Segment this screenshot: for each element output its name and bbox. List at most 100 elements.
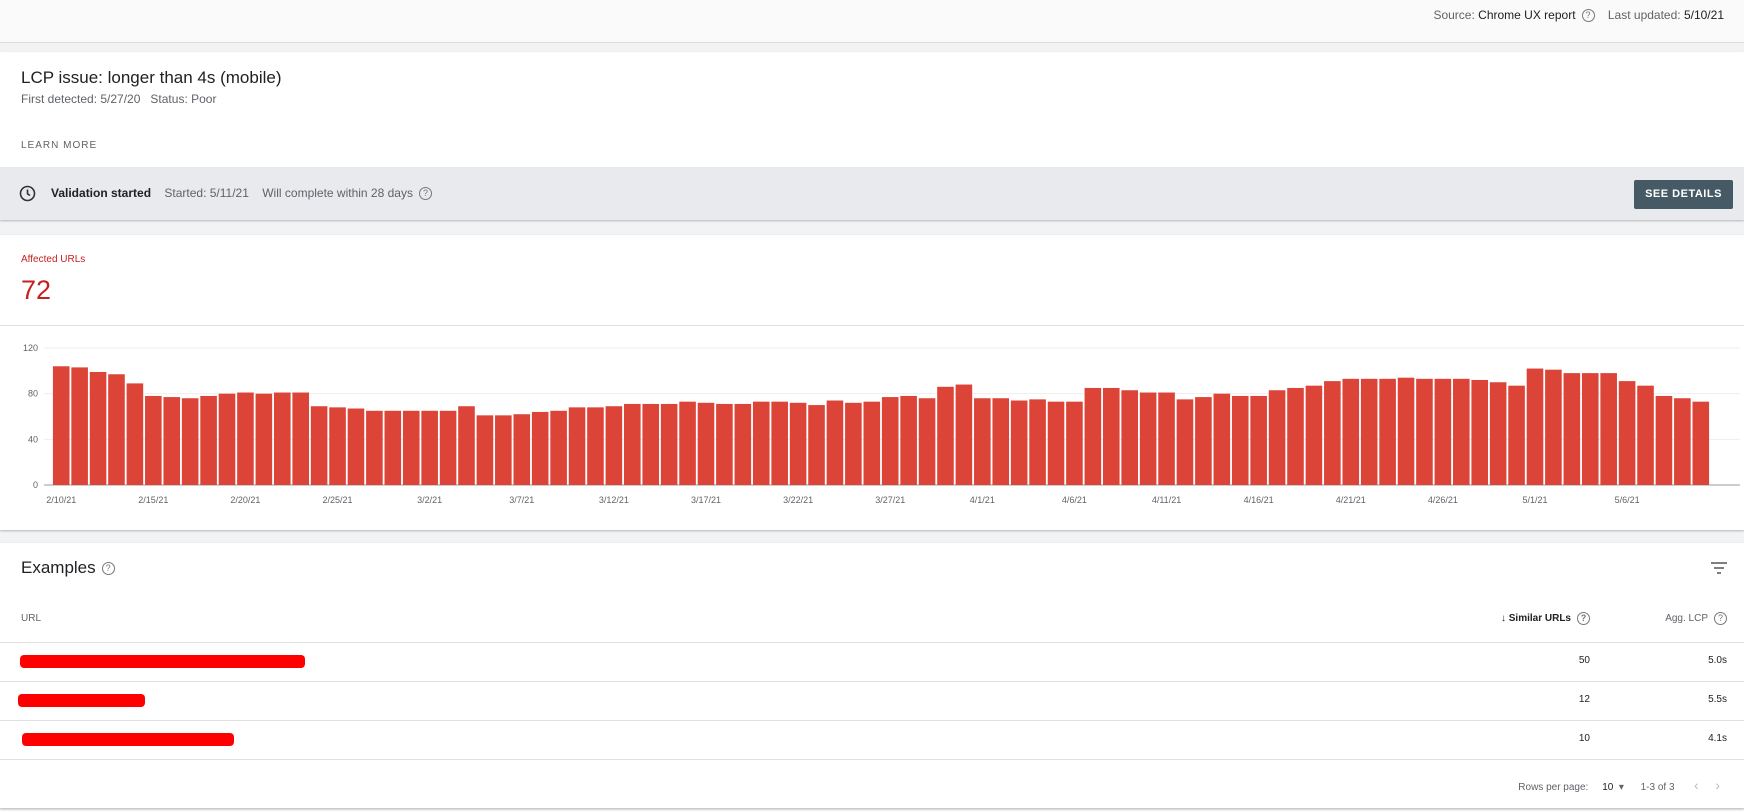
redacted-url[interactable] <box>20 655 305 668</box>
next-page[interactable]: › <box>1715 777 1720 793</box>
y-tick-label: 40 <box>28 434 38 444</box>
issue-card: LCP issue: longer than 4s (mobile) First… <box>0 52 1744 220</box>
bar <box>808 405 825 485</box>
help-icon[interactable]: ? <box>101 562 115 576</box>
bar <box>273 392 291 485</box>
bar <box>605 406 623 485</box>
pagination: Rows per page: 10 ▾ 1-3 of 3 ‹ › <box>1518 777 1720 793</box>
row-divider <box>0 642 1744 643</box>
bar <box>624 403 641 485</box>
bar <box>881 397 899 485</box>
bar-chart: 0 40 80 120 2/10/21 2/15/21 2/20/21 2/25/21 3/2/… <box>23 343 1740 505</box>
column-header-text: Similar URLs <box>1508 613 1571 625</box>
updated-label: Last updated: <box>1607 8 1681 22</box>
help-icon[interactable]: ? <box>1577 612 1590 625</box>
bar <box>366 410 383 485</box>
bar <box>1084 387 1102 485</box>
bar <box>660 403 678 485</box>
clock-icon <box>19 185 36 202</box>
bar <box>587 407 604 485</box>
bar <box>89 371 107 485</box>
similar-urls: 50 <box>1578 655 1590 666</box>
bar <box>1692 401 1710 485</box>
see-details-button[interactable]: SEE DETAILS <box>1634 180 1733 209</box>
bar <box>71 367 88 485</box>
agg-lcp: 5.5s <box>1708 694 1727 705</box>
bar <box>1342 378 1360 485</box>
bar <box>900 395 917 485</box>
bar <box>642 403 660 485</box>
column-header[interactable]: ↓ Similar URLs? <box>1501 612 1590 625</box>
bar <box>1379 378 1396 485</box>
bar <box>255 393 273 485</box>
column-header: URL <box>21 613 42 624</box>
bar <box>1434 378 1452 485</box>
source-label: Source: <box>1433 8 1475 22</box>
bar <box>1158 392 1175 485</box>
issue-title: LCP issue: longer than 4s (mobile) <box>21 68 282 87</box>
bar <box>1416 378 1433 485</box>
redacted-url[interactable] <box>18 694 145 707</box>
row-divider <box>0 720 1744 721</box>
examples-card: Examples? URL ↓ Similar URLs? Agg. LCP? … <box>0 543 1744 808</box>
validation-label: Validation started <box>51 186 152 200</box>
x-tick-label: 3/22/21 <box>783 495 813 505</box>
validation-started: Started: 5/11/21 <box>164 186 249 200</box>
y-tick-label: 120 <box>23 343 38 353</box>
bar <box>1231 395 1249 485</box>
bar <box>1268 390 1286 485</box>
bar <box>974 398 991 485</box>
bar <box>1563 373 1581 485</box>
bar <box>458 406 475 485</box>
x-tick-label: 3/27/21 <box>875 495 905 505</box>
help-icon[interactable]: ? <box>1581 9 1595 23</box>
bar <box>145 395 162 485</box>
bar <box>1305 385 1323 485</box>
bar <box>495 415 512 485</box>
rows-per-page[interactable]: 10 <box>1602 782 1614 793</box>
bar <box>292 392 309 485</box>
bar <box>1139 392 1157 485</box>
bar <box>937 386 954 485</box>
validation-bar: Validation started Started: 5/11/21 Will… <box>0 167 1744 220</box>
prev-page[interactable]: ‹ <box>1693 777 1699 793</box>
filter-icon[interactable] <box>1710 561 1728 575</box>
source[interactable]: Chrome UX report <box>1478 8 1576 22</box>
first-detected: First detected: 5/27/20 <box>21 92 141 106</box>
x-tick-label: 2/10/21 <box>46 495 76 505</box>
bar <box>955 384 973 485</box>
x-tick-label: 4/6/21 <box>1062 495 1087 505</box>
bar <box>771 401 788 485</box>
bar <box>845 402 862 485</box>
column-header-text: Agg. LCP <box>1665 613 1708 625</box>
bar <box>163 397 181 485</box>
bar <box>200 395 217 485</box>
learn-more[interactable]: LEARN MORE <box>21 140 98 151</box>
redacted-url[interactable] <box>22 733 234 746</box>
top-bar: Source: Chrome UX report? Last updated: … <box>0 0 1744 43</box>
rows-per-page-label: Rows per page: <box>1518 782 1589 793</box>
x-tick-label: 3/7/21 <box>509 495 534 505</box>
bar <box>826 400 844 485</box>
bar <box>1360 378 1378 485</box>
bar <box>1471 379 1489 485</box>
x-tick-label: 4/11/21 <box>1152 495 1181 505</box>
help-icon[interactable]: ? <box>1714 612 1727 625</box>
page-range: 1-3 of 3 <box>1640 782 1675 793</box>
source-info: Source: Chrome UX report? Last updated: … <box>1433 8 1724 23</box>
bar <box>1047 401 1065 485</box>
bar <box>1545 369 1562 485</box>
examples-title-text: Examples <box>21 558 96 577</box>
bar <box>108 374 125 485</box>
bar <box>421 410 438 485</box>
bar <box>1250 395 1267 485</box>
x-tick-label: 3/2/21 <box>417 495 442 505</box>
column-header[interactable]: Agg. LCP? <box>1665 612 1727 625</box>
x-tick-label: 5/1/21 <box>1522 495 1547 505</box>
help-icon[interactable]: ? <box>418 187 432 201</box>
divider <box>0 325 1744 326</box>
status: Status: Poor <box>150 92 217 106</box>
bar <box>402 410 420 485</box>
bar <box>1637 385 1654 485</box>
